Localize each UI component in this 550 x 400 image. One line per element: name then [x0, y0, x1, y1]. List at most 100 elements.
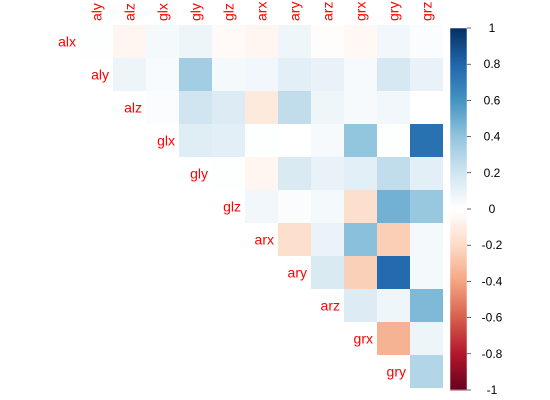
heatmap-cells [80, 25, 443, 388]
colorbar-segment [450, 165, 467, 168]
colorbar-segment [450, 221, 467, 225]
colorbar-segment [450, 337, 467, 340]
heatmap-cell-gly-grz [410, 157, 443, 190]
column-label-grx: grx [353, 2, 369, 21]
colorbar-tick-label: -0.4 [482, 274, 503, 288]
colorbar-segment [450, 341, 467, 344]
column-label-arx: arx [254, 2, 270, 21]
colorbar-segment [450, 196, 467, 199]
colorbar-segment [450, 286, 467, 290]
colorbar-segment [450, 355, 467, 359]
colorbar-segment [450, 174, 467, 178]
colorbar-segment [450, 151, 467, 154]
colorbar-segment [450, 256, 467, 259]
heatmap-cell-alz-gly [179, 91, 212, 124]
colorbar-tick-label: -0.8 [482, 347, 503, 361]
colorbar-segment [450, 185, 467, 188]
colorbar-tick-label: 0.8 [484, 57, 501, 71]
heatmap-cell-arz-gry [377, 289, 410, 322]
colorbar-segment [450, 189, 467, 192]
colorbar-segment [450, 84, 467, 87]
colorbar-tick-label: 0.4 [484, 130, 501, 144]
colorbar-segment [450, 118, 467, 121]
row-label-gry: gry [387, 364, 406, 380]
colorbar-segment [450, 113, 467, 116]
colorbar-segment [450, 308, 467, 311]
heatmap-cell-ary-arz [311, 256, 344, 289]
colorbar-segment [450, 152, 467, 156]
colorbar-segment [450, 292, 467, 295]
colorbar-segment [450, 346, 467, 349]
colorbar-segment [450, 47, 467, 51]
colorbar-segment [450, 339, 467, 342]
heatmap-cell-aly-grz [410, 58, 443, 91]
heatmap-cell-arx-grx [344, 223, 377, 256]
colorbar-segment [450, 154, 467, 158]
colorbar-segment [450, 53, 467, 56]
colorbar-segment [450, 176, 467, 179]
row-label-gly: gly [190, 166, 208, 182]
colorbar-segment [450, 248, 467, 252]
heatmap-cell-glx-glz [212, 124, 245, 157]
colorbar-segment [450, 228, 467, 232]
colorbar-segment [450, 375, 467, 378]
colorbar-segment [450, 183, 467, 187]
colorbar-tick-label: 0.6 [484, 93, 501, 107]
heatmap-cell-alz-arx [245, 91, 278, 124]
colorbar-segment [450, 237, 467, 241]
colorbar-segment [450, 94, 467, 98]
colorbar-segment [450, 301, 467, 304]
colorbar-segment [450, 330, 467, 333]
colorbar-segment [450, 319, 467, 322]
heatmap-cell-aly-arx [245, 58, 278, 91]
heatmap-cell-alz-grx [344, 91, 377, 124]
colorbar-segment [450, 366, 467, 369]
column-label-gly: gly [188, 3, 204, 21]
colorbar-segment [450, 275, 467, 279]
heatmap-cell-aly-alz [113, 58, 146, 91]
heatmap-cell-ary-gry [377, 256, 410, 289]
heatmap-cell-glz-gry [377, 190, 410, 223]
colorbar-segment [450, 85, 467, 89]
colorbar-segment [450, 170, 467, 174]
colorbar-segment [450, 40, 467, 44]
heatmap-cell-glz-grx [344, 190, 377, 223]
colorbar-segment [450, 49, 467, 53]
colorbar-segment [450, 37, 467, 40]
row-label-grx: grx [354, 331, 373, 347]
colorbar-segment [450, 386, 467, 389]
colorbar-segment [450, 243, 467, 246]
colorbar-segment [450, 252, 467, 255]
colorbar-segment [450, 326, 467, 330]
heatmap-cell-glx-grz [410, 124, 443, 157]
colorbar-segment [450, 96, 467, 100]
colorbar-segment [450, 198, 467, 201]
heatmap-cell-glz-arz [311, 190, 344, 223]
colorbar-tick-label: -0.2 [482, 238, 503, 252]
heatmap-cell-gly-glz [212, 157, 245, 190]
colorbar-segment [450, 76, 467, 80]
colorbar-tick-label: 0.2 [484, 166, 501, 180]
colorbar-segment [450, 58, 467, 62]
colorbar-segment [450, 321, 467, 324]
heatmap-cell-glx-ary [278, 124, 311, 157]
colorbar-tick-label: 0 [489, 202, 496, 216]
colorbar-segment [450, 351, 467, 355]
column-label-aly: aly [89, 3, 105, 21]
colorbar-segment [450, 299, 467, 302]
row-label-glx: glx [157, 133, 175, 149]
colorbar-segment [450, 324, 467, 328]
colorbar-segment [450, 328, 467, 331]
colorbar-segment [450, 294, 467, 297]
colorbar-segment [450, 388, 467, 391]
colorbar-segment [450, 304, 467, 308]
column-labels: aly alz glx gly glz arx ary arz grx gry grz [89, 2, 435, 21]
heatmap-cell-glz-arx [245, 190, 278, 223]
heatmap-cell-gly-gry [377, 157, 410, 190]
colorbar-segment [450, 373, 467, 377]
colorbar-segment [450, 312, 467, 315]
colorbar-segment [450, 149, 467, 152]
colorbar-segment [450, 178, 467, 181]
heatmap-cell-arx-gry [377, 223, 410, 256]
heatmap-cell-arx-arz [311, 223, 344, 256]
